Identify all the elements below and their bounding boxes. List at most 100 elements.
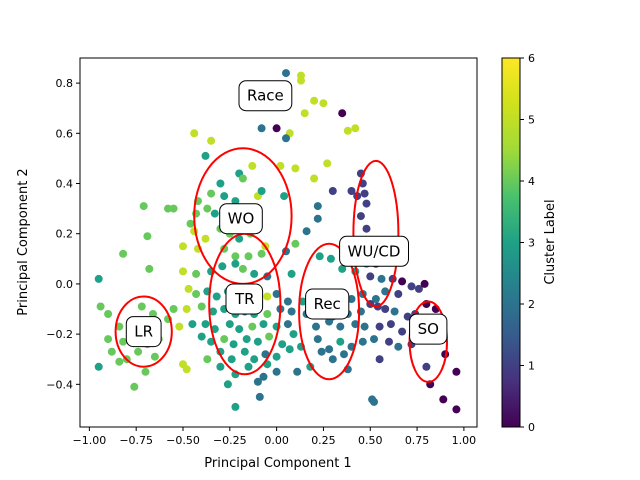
data-point-83 (287, 269, 296, 278)
y-axis-ticks: −0.4 −0.2 0.0 0.2 0.4 0.6 0.8 (46, 77, 80, 391)
label-lr: LR (125, 316, 162, 348)
data-point-3 (310, 96, 319, 105)
data-point-40 (207, 189, 216, 198)
data-point-181 (336, 337, 345, 346)
colorbar-tick-label: 1 (528, 360, 535, 373)
colorbar-tick-label: 2 (528, 298, 535, 311)
data-point-199 (285, 345, 294, 354)
data-point-162 (398, 327, 407, 336)
data-point-186 (394, 342, 403, 351)
data-point-145 (175, 322, 184, 331)
data-point-7 (272, 124, 281, 133)
label-text-rec: Rec (314, 295, 341, 313)
data-point-231 (452, 405, 461, 414)
data-point-226 (255, 392, 264, 401)
data-point-98 (347, 295, 356, 303)
data-point-24 (362, 199, 371, 208)
y-tick-label: 0.0 (56, 278, 74, 291)
data-point-17 (291, 164, 300, 173)
data-point-72 (143, 232, 152, 241)
label-so: SO (409, 313, 448, 345)
data-point-223 (223, 380, 232, 389)
data-point-204 (375, 355, 384, 364)
label-race: Race (238, 80, 293, 112)
data-point-117 (169, 305, 178, 313)
plot-frame (79, 57, 478, 428)
data-point-195 (240, 347, 249, 356)
data-point-230 (439, 395, 448, 404)
data-point-113 (96, 302, 105, 311)
data-point-203 (340, 350, 348, 359)
label-wo: WO (219, 203, 263, 235)
data-point-198 (272, 352, 281, 361)
data-point-155 (312, 322, 320, 331)
data-point-104 (212, 292, 221, 301)
y-tick-label: 0.8 (56, 77, 74, 90)
x-tick-label: −1.00 (73, 434, 107, 447)
data-point-196 (250, 355, 259, 364)
data-point-173 (229, 340, 238, 349)
data-point-184 (370, 335, 378, 344)
data-point-47 (210, 209, 219, 218)
data-point-68 (326, 254, 335, 263)
data-point-157 (336, 322, 345, 331)
x-tick-label: −0.50 (166, 434, 200, 447)
label-box-wo (219, 203, 263, 235)
data-point-42 (231, 197, 240, 206)
data-point-146 (188, 320, 197, 329)
label-text-race: Race (247, 87, 284, 105)
data-point-41 (220, 192, 229, 201)
data-point-74 (145, 264, 154, 273)
data-point-36 (313, 214, 322, 223)
data-point-166 (119, 337, 128, 346)
label-rec: Rec (305, 288, 350, 320)
data-point-79 (231, 259, 240, 268)
data-point-94 (394, 290, 403, 298)
data-point-201 (317, 347, 326, 356)
data-point-53 (201, 234, 210, 243)
data-point-149 (225, 320, 234, 329)
x-axis-ticks: −1.00 −0.75 −0.50 −0.25 0.00 0.25 0.50 0.75 1.00 (73, 427, 476, 447)
data-point-192 (203, 355, 212, 364)
data-point-161 (386, 320, 395, 329)
data-point-96 (371, 295, 380, 303)
data-point-76 (192, 269, 201, 278)
label-text-lr: LR (134, 323, 153, 341)
data-point-59 (179, 242, 187, 251)
data-point-228 (370, 397, 378, 406)
data-point-215 (272, 367, 281, 376)
data-point-222 (130, 382, 139, 391)
data-point-190 (134, 347, 143, 356)
x-tick-label: 0.50 (358, 434, 383, 447)
data-point-207 (141, 367, 150, 376)
data-point-31 (328, 187, 337, 195)
y-tick-label: 0.6 (56, 127, 74, 140)
data-point-209 (182, 365, 191, 374)
y-axis-label: Principal Component 2 (16, 168, 31, 315)
data-point-25 (356, 212, 365, 221)
data-point-178 (289, 330, 298, 339)
ellipse-wu-cd (352, 159, 400, 308)
y-tick-label: −0.4 (46, 378, 73, 391)
data-point-66 (291, 239, 300, 248)
data-point-179 (313, 335, 322, 344)
data-point-202 (328, 355, 337, 364)
data-point-177 (278, 340, 287, 349)
data-point-170 (197, 332, 206, 341)
y-tick-label: 0.4 (56, 178, 74, 191)
data-point-73 (119, 249, 128, 258)
data-point-38 (238, 174, 247, 183)
colorbar-tick-label: 0 (528, 421, 535, 434)
data-point-63 (244, 252, 253, 261)
data-point-183 (358, 337, 367, 346)
data-point-46 (203, 204, 212, 213)
data-point-34 (280, 192, 289, 201)
label-text-so: SO (418, 320, 439, 338)
data-point-69 (164, 204, 172, 213)
data-point-165 (104, 335, 113, 344)
colorbar: 0 1 2 3 4 5 6 Cluster Label (501, 52, 558, 434)
data-point-64 (257, 249, 266, 258)
x-tick-label: 0.75 (405, 434, 430, 447)
x-axis-label: Principal Component 1 (204, 456, 351, 471)
data-point-115 (137, 302, 146, 311)
